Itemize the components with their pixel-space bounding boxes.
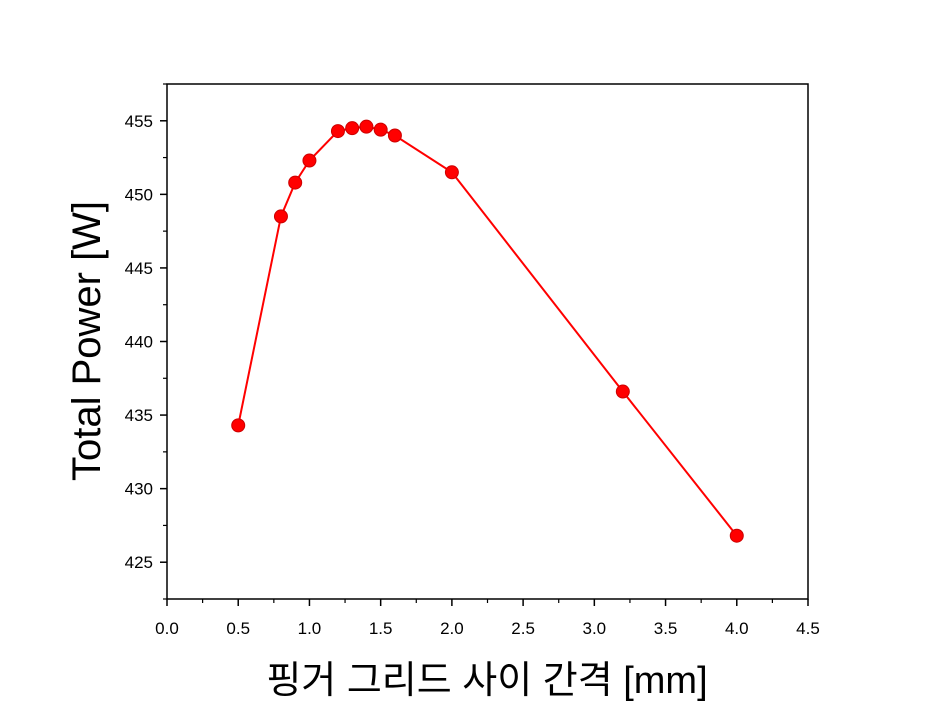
x-tick-label: 2.0 bbox=[440, 619, 464, 638]
y-tick-label: 440 bbox=[125, 333, 153, 352]
data-point bbox=[302, 153, 317, 168]
series-layer bbox=[231, 119, 744, 543]
x-tick-label: 3.0 bbox=[583, 619, 607, 638]
y-tick-label: 430 bbox=[125, 480, 153, 499]
data-point bbox=[615, 384, 630, 399]
data-point bbox=[444, 165, 459, 180]
y-tick-label: 425 bbox=[125, 553, 153, 572]
data-point bbox=[231, 418, 246, 433]
data-point bbox=[288, 175, 303, 190]
data-point bbox=[330, 124, 345, 139]
data-point bbox=[729, 528, 744, 543]
plot-area bbox=[166, 83, 809, 600]
x-tick-label: 1.0 bbox=[298, 619, 322, 638]
x-tick-label: 2.5 bbox=[511, 619, 535, 638]
data-point bbox=[373, 122, 388, 137]
data-point bbox=[345, 121, 360, 136]
y-axis: 425 430 435 440 445 450 455 bbox=[125, 83, 167, 600]
y-tick-label: 450 bbox=[125, 185, 153, 204]
x-axis: 0.0 0.5 1.0 1.5 2.0 2.5 3.0 3.5 4.0 4.5 bbox=[155, 599, 820, 638]
x-tick-label: 4.5 bbox=[796, 619, 820, 638]
data-point bbox=[387, 128, 402, 143]
x-tick-label: 4.0 bbox=[725, 619, 749, 638]
x-tick-label: 1.5 bbox=[369, 619, 393, 638]
x-tick-label: 0.0 bbox=[155, 619, 179, 638]
data-point bbox=[273, 209, 288, 224]
y-tick-label: 455 bbox=[125, 112, 153, 131]
y-tick-label: 435 bbox=[125, 406, 153, 425]
y-axis-title: Total Power [W] bbox=[65, 201, 109, 481]
x-tick-label: 0.5 bbox=[226, 619, 250, 638]
x-axis-title: 핑거 그리드 사이 간격 [mm] bbox=[266, 660, 707, 702]
y-tick-label: 445 bbox=[125, 259, 153, 278]
x-tick-label: 3.5 bbox=[654, 619, 678, 638]
data-point bbox=[359, 119, 374, 134]
